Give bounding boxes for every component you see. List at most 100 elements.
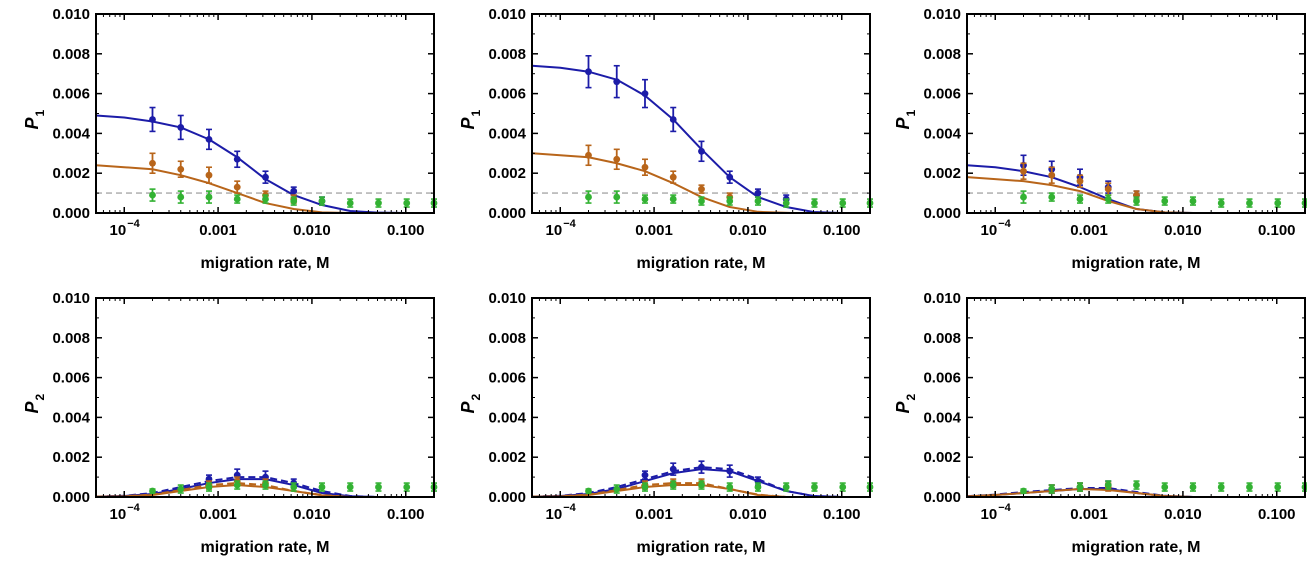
- y-tick-label: 0.000: [923, 489, 961, 506]
- plot-frame: [966, 13, 1306, 214]
- data-point-green: [669, 480, 677, 490]
- data-point-green: [669, 194, 677, 204]
- x-tick-label: 0.100: [387, 506, 425, 523]
- marker: [782, 199, 790, 207]
- data-point-green: [1161, 196, 1169, 206]
- y-axis-label: P2: [893, 394, 918, 414]
- plot-frame: [531, 13, 871, 214]
- data-point-blue: [698, 140, 705, 163]
- data-point-green: [839, 198, 847, 208]
- y-axis-label-main: P: [22, 401, 42, 414]
- y-tick-label: 0.002: [488, 165, 526, 182]
- marker: [205, 483, 213, 491]
- x-tick-label: 0.010: [729, 506, 767, 523]
- marker: [839, 199, 847, 207]
- marker: [585, 68, 592, 76]
- x-tick-label-exponent: −4: [998, 502, 1011, 514]
- data-point-orange: [177, 160, 185, 178]
- x-tick-label: 10 −4: [546, 502, 577, 523]
- marker: [669, 481, 677, 489]
- marker: [403, 483, 411, 491]
- x-tick-label: 10 −4: [981, 218, 1012, 239]
- y-tick-label: 0.004: [52, 125, 90, 142]
- marker: [233, 155, 241, 163]
- data-point-green: [811, 198, 818, 208]
- data-point-green: [1189, 482, 1197, 492]
- marker: [1104, 481, 1112, 489]
- data-point-orange: [1076, 174, 1084, 188]
- data-point-blue: [613, 64, 621, 99]
- marker: [641, 471, 649, 479]
- data-point-blue: [698, 460, 705, 474]
- x-tick-label: 0.001: [1070, 222, 1108, 239]
- marker: [233, 183, 241, 191]
- marker: [1161, 483, 1169, 491]
- data-point-green: [1104, 480, 1112, 490]
- marker: [262, 173, 269, 181]
- marker: [669, 173, 677, 181]
- fit-curve-orange: [531, 152, 793, 214]
- data-point-green: [1133, 196, 1140, 206]
- plot-frame: [966, 297, 1306, 498]
- x-axis-label: migration rate, M: [201, 255, 330, 272]
- data-point-green: [205, 190, 213, 204]
- marker: [641, 483, 649, 491]
- x-tick-label-base: 10: [981, 222, 998, 239]
- marker: [698, 463, 705, 471]
- marker: [613, 155, 621, 163]
- marker: [669, 195, 677, 203]
- marker: [1048, 485, 1056, 493]
- x-tick-label: 0.010: [293, 506, 331, 523]
- x-tick-label: 0.010: [293, 222, 331, 239]
- marker: [726, 197, 734, 205]
- panel-r1c3: 0.000 0.002 0.004 0.006 0.008 0.010 10 −4 0.001 0…: [893, 6, 1307, 272]
- marker: [613, 193, 621, 201]
- y-axis-label: P2: [22, 394, 47, 414]
- data-point-orange: [149, 152, 156, 174]
- x-tick-label: 0.001: [635, 222, 673, 239]
- y-tick-label: 0.006: [923, 370, 961, 387]
- data-point-green: [318, 482, 326, 492]
- marker: [205, 193, 213, 201]
- data-point-green: [233, 194, 241, 204]
- marker: [318, 197, 326, 205]
- marker: [585, 151, 592, 159]
- y-tick-label: 0.008: [52, 46, 90, 63]
- marker: [1076, 177, 1084, 185]
- y-tick-label: 0.006: [52, 370, 90, 387]
- data-point-green: [290, 196, 298, 206]
- marker: [1048, 171, 1056, 179]
- y-tick-label: 0.000: [52, 489, 90, 506]
- panel-r2c2: 0.000 0.002 0.004 0.006 0.008 0.010 10 −4 0.001 0…: [458, 290, 874, 556]
- data-point-orange: [1020, 162, 1027, 180]
- y-axis-label-main: P: [893, 117, 913, 130]
- x-tick-label: 0.001: [199, 222, 237, 239]
- data-point-orange: [669, 170, 677, 184]
- data-point-green: [839, 482, 847, 492]
- x-tick-label-exponent: −4: [127, 502, 140, 514]
- y-tick-label: 0.002: [923, 449, 961, 466]
- x-tick-label-base: 10: [110, 222, 127, 239]
- marker: [1274, 199, 1282, 207]
- marker: [149, 487, 156, 495]
- y-tick-label: 0.008: [923, 46, 961, 63]
- data-point-green: [1217, 198, 1225, 208]
- marker: [1246, 199, 1253, 207]
- fit-curve-blue: [531, 64, 842, 214]
- x-tick-label: 10 −4: [110, 218, 141, 239]
- data-point-green: [811, 482, 818, 492]
- data-point-blue: [669, 106, 677, 133]
- y-axis-label: P2: [458, 394, 483, 414]
- x-tick-label: 10 −4: [110, 502, 141, 523]
- marker: [613, 78, 621, 86]
- data-point-orange: [205, 166, 213, 184]
- x-tick-label-base: 10: [981, 506, 998, 523]
- x-tick-label-exponent: −4: [998, 218, 1011, 230]
- x-tick-label: 0.010: [1164, 222, 1202, 239]
- data-point-green: [613, 190, 621, 204]
- y-tick-label: 0.000: [488, 489, 526, 506]
- marker: [1274, 483, 1282, 491]
- data-point-green: [1076, 482, 1084, 492]
- data-point-green: [754, 196, 762, 206]
